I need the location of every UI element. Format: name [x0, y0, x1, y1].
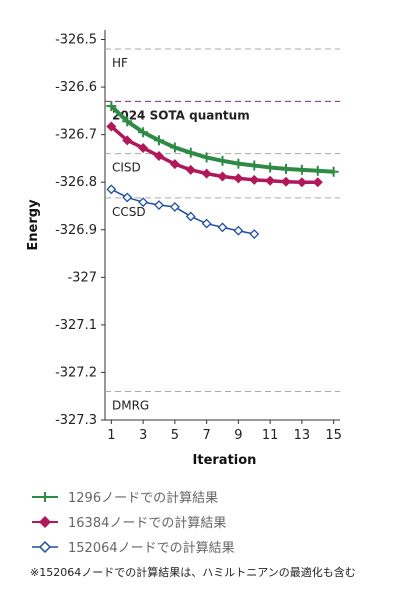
x-tick-label: 13 [294, 428, 311, 443]
data-point [153, 151, 164, 162]
data-point [296, 164, 307, 175]
data-point [233, 225, 244, 236]
x-tick-label: 1 [107, 428, 115, 443]
reference-line-label: DMRG [112, 398, 149, 412]
data-point [281, 163, 292, 174]
y-tick-label: -327.1 [55, 318, 97, 333]
legend-item-16384: 16384ノードでの計算結果 [30, 509, 235, 534]
data-point [233, 173, 244, 184]
data-point [169, 202, 180, 212]
legend-label: 16384ノードでの計算結果 [68, 516, 227, 531]
data-point [217, 155, 228, 166]
data-point [185, 164, 196, 175]
data-point [169, 142, 180, 153]
footnote: ※152064ノードでの計算結果は、ハミルトニアンの最適化も含む [30, 566, 356, 579]
y-tick-label: -326.9 [55, 223, 97, 238]
data-point [201, 152, 212, 163]
data-point [312, 177, 323, 188]
data-point [138, 127, 149, 138]
data-point [265, 175, 276, 186]
legend-item-1296: 1296ノードでの計算結果 [30, 484, 235, 509]
diamond-marker-icon [32, 515, 58, 528]
energy-chart: -326.5 -326.6 -326.7 -326.8 -326.9 -327 -327.1… [26, 30, 342, 468]
legend-label: 152064ノードでの計算結果 [68, 541, 235, 556]
y-tick-label: -327 [67, 270, 97, 285]
data-point [122, 192, 133, 203]
y-axis-title: Energy [26, 199, 41, 251]
data-point [185, 147, 196, 158]
reference-line-label: CCSD [112, 205, 146, 219]
x-tick-label: 5 [171, 428, 179, 443]
x-tick-label: 15 [325, 428, 342, 443]
y-tick-label: -327.2 [55, 365, 97, 380]
x-tick-label: 11 [262, 428, 279, 443]
reference-line-label: 2024 SOTA quantum [112, 108, 250, 122]
y-tick-label: -326.7 [55, 128, 97, 143]
data-point [312, 165, 323, 176]
series-line [111, 188, 255, 235]
data-point [201, 168, 212, 179]
y-tick-label: -327.3 [55, 413, 97, 428]
legend-label: 1296ノードでの計算結果 [68, 491, 219, 506]
data-point [217, 171, 228, 182]
data-point [185, 211, 196, 222]
data-point [233, 158, 244, 169]
open-diamond-marker-icon [32, 540, 58, 553]
data-point [122, 116, 133, 127]
x-tick-label: 9 [234, 428, 242, 443]
data-point [296, 177, 307, 188]
data-point [106, 101, 117, 112]
data-point [154, 200, 164, 210]
data-point [328, 166, 339, 177]
y-tick-label: -326.8 [55, 175, 97, 190]
x-tick-label: 7 [202, 428, 210, 443]
reference-line-label: HF [112, 56, 128, 70]
y-tick-label: -326.6 [55, 80, 97, 95]
x-tick-label: 3 [139, 428, 147, 443]
data-point [201, 218, 212, 229]
y-tick-label: -326.5 [55, 33, 97, 48]
data-point [265, 162, 276, 173]
data-point [249, 174, 260, 185]
data-point [138, 142, 149, 153]
data-point [138, 197, 149, 208]
legend: 1296ノードでの計算結果 16384ノードでの計算結果 152064ノードでの… [30, 484, 235, 559]
data-point [249, 229, 260, 239]
data-point [106, 184, 117, 195]
data-point [169, 159, 180, 170]
reference-line-label: CISD [112, 161, 141, 175]
data-point [249, 160, 260, 171]
data-point [281, 176, 292, 187]
legend-item-152064: 152064ノードでの計算結果 [30, 534, 235, 559]
data-point [106, 121, 117, 132]
data-point [122, 135, 133, 146]
x-axis-title: Iteration [193, 453, 257, 468]
plus-marker-icon [32, 491, 58, 502]
data-point [153, 135, 164, 146]
data-point [217, 222, 228, 233]
